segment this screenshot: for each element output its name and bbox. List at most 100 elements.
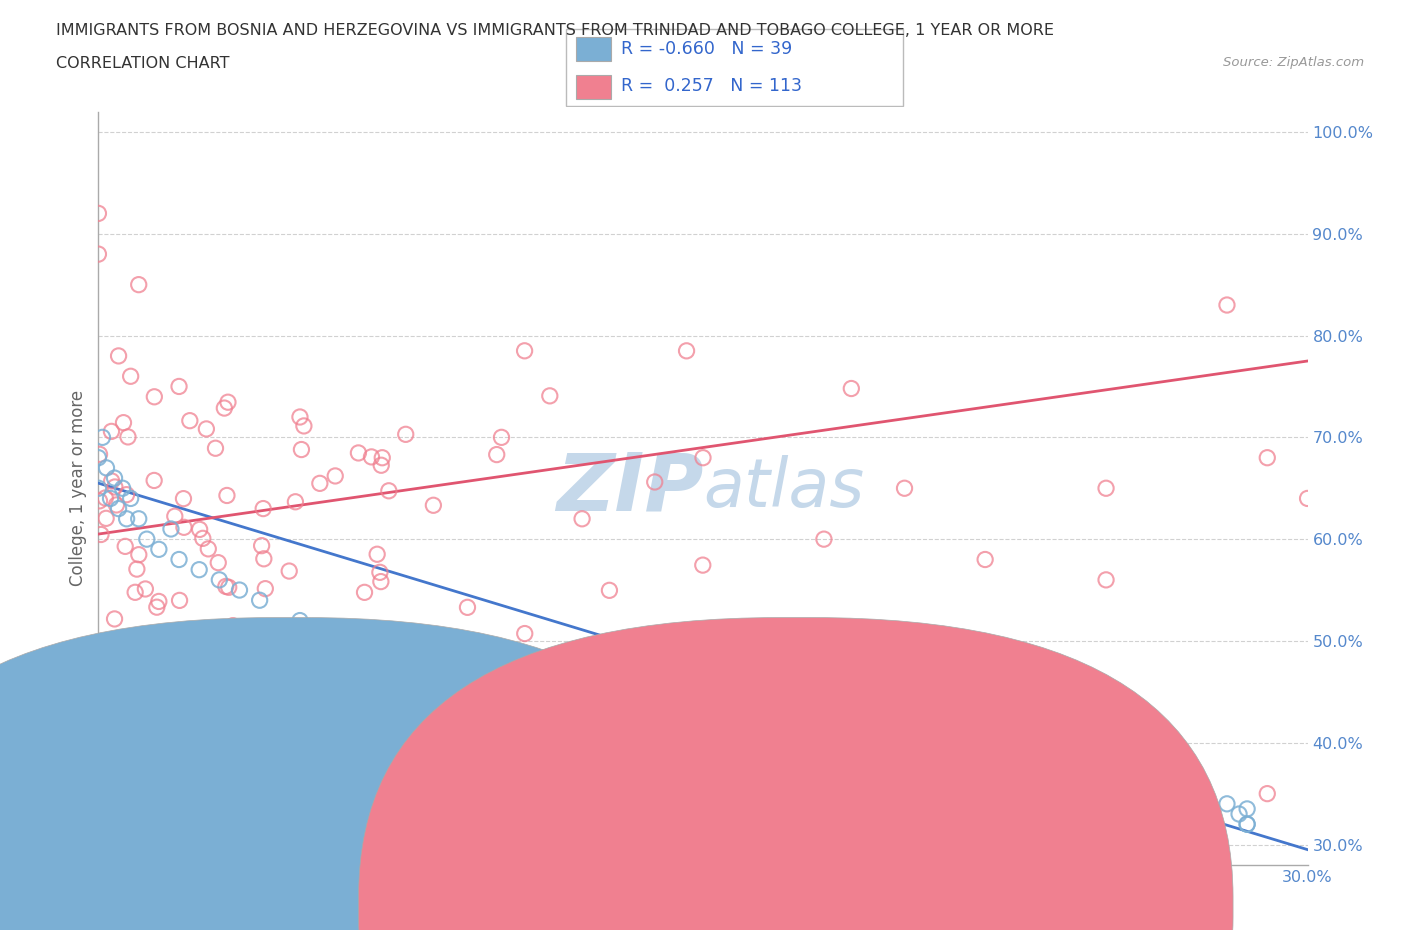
Point — [409, 644, 432, 658]
Text: Immigrants from Trinidad and Tobago: Immigrants from Trinidad and Tobago — [818, 892, 1105, 907]
Point — [675, 343, 697, 358]
Point — [214, 401, 236, 416]
Point — [371, 450, 394, 465]
Point — [128, 277, 150, 292]
Point — [128, 512, 150, 526]
Point — [143, 473, 166, 488]
Point — [1236, 802, 1258, 817]
Point — [115, 512, 138, 526]
Point — [598, 583, 620, 598]
Text: atlas: atlas — [703, 456, 865, 521]
Point — [103, 471, 125, 485]
Point — [117, 430, 139, 445]
Point — [197, 541, 219, 556]
Point — [160, 522, 183, 537]
Text: CORRELATION CHART: CORRELATION CHART — [56, 56, 229, 71]
Point — [188, 563, 211, 578]
Point — [94, 490, 117, 505]
Point — [292, 418, 315, 433]
Point — [188, 522, 211, 537]
Point — [131, 837, 153, 852]
Point — [240, 648, 263, 663]
Point — [513, 343, 536, 358]
Point — [450, 654, 472, 669]
Point — [252, 501, 274, 516]
Point — [422, 498, 444, 512]
Point — [215, 488, 238, 503]
Text: ZIP: ZIP — [555, 449, 703, 527]
Point — [538, 389, 561, 404]
Point — [380, 635, 402, 650]
Point — [329, 623, 352, 638]
Point — [125, 629, 148, 644]
Point — [1256, 450, 1278, 465]
Point — [813, 532, 835, 547]
Point — [347, 445, 370, 460]
Point — [148, 594, 170, 609]
Point — [148, 542, 170, 557]
Point — [278, 564, 301, 578]
Point — [120, 369, 142, 384]
Point — [218, 580, 240, 595]
Point — [370, 458, 392, 472]
Point — [87, 481, 110, 496]
Point — [90, 527, 112, 542]
Point — [491, 430, 513, 445]
Point — [112, 415, 135, 430]
Point — [571, 512, 593, 526]
Point — [1216, 796, 1239, 811]
Point — [96, 710, 118, 724]
Point — [107, 796, 129, 811]
Point — [163, 737, 186, 751]
Point — [191, 531, 214, 546]
Point — [284, 495, 307, 510]
Point — [125, 562, 148, 577]
Text: R = -0.660   N = 39: R = -0.660 N = 39 — [621, 40, 792, 59]
Point — [190, 671, 212, 685]
Point — [370, 574, 392, 589]
Point — [89, 446, 111, 461]
Point — [366, 547, 388, 562]
Point — [136, 674, 159, 689]
Point — [167, 552, 190, 567]
Point — [93, 639, 115, 654]
Point — [456, 600, 478, 615]
Point — [107, 349, 129, 364]
Point — [491, 641, 513, 656]
Point — [87, 450, 110, 465]
Point — [207, 555, 229, 570]
Point — [103, 612, 125, 627]
Point — [409, 817, 432, 831]
FancyBboxPatch shape — [576, 75, 610, 100]
Point — [179, 413, 201, 428]
Point — [94, 511, 117, 525]
Point — [114, 539, 136, 554]
Point — [974, 746, 997, 761]
Point — [1296, 491, 1319, 506]
Text: IMMIGRANTS FROM BOSNIA AND HERZEGOVINA VS IMMIGRANTS FROM TRINIDAD AND TOBAGO CO: IMMIGRANTS FROM BOSNIA AND HERZEGOVINA V… — [56, 23, 1054, 38]
Point — [131, 681, 153, 696]
Point — [146, 600, 169, 615]
Point — [145, 781, 167, 796]
Point — [368, 565, 391, 579]
Point — [733, 705, 755, 720]
Point — [249, 796, 271, 811]
Point — [128, 547, 150, 562]
Point — [692, 558, 714, 573]
Point — [167, 379, 190, 394]
Point — [353, 585, 375, 600]
Point — [651, 695, 673, 710]
Point — [839, 381, 862, 396]
Point — [134, 581, 156, 596]
Point — [692, 450, 714, 465]
Point — [104, 480, 127, 495]
Point — [115, 487, 138, 502]
Point — [167, 776, 190, 790]
Point — [291, 706, 314, 721]
Point — [893, 481, 915, 496]
Point — [1236, 817, 1258, 831]
Point — [250, 538, 273, 553]
Point — [228, 582, 250, 597]
Point — [87, 206, 110, 220]
Point — [100, 473, 122, 488]
